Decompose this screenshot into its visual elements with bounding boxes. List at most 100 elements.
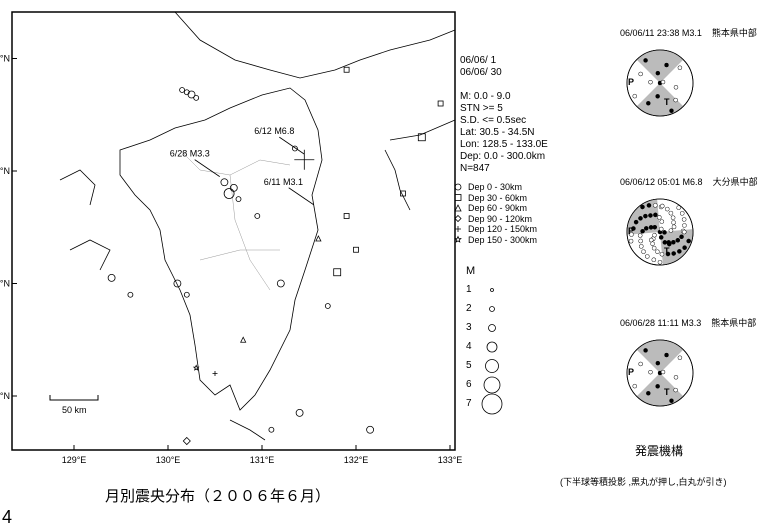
lon-tick-label: 131°E [250,455,275,465]
depth-legend-item: Dep 120 - 150km [468,224,538,234]
epicenter-symbol [437,100,444,107]
epicenter-symbol [235,196,242,203]
p-axis-label: P [628,226,634,236]
magnitude-circle [481,393,503,415]
magnitude-legend-item: 3 [466,322,472,333]
map-frame [11,11,456,451]
square-icon [454,194,462,201]
magnitude-circle [490,288,494,292]
epicenter-symbol [343,66,350,73]
star-icon [454,235,462,243]
magnitude-circle [483,376,501,394]
page-number: 4 [2,507,13,527]
kyushu-coastline [119,87,323,411]
info-line: 06/06/ 30 [460,67,502,78]
depth-legend-item: Dep 0 - 30km [468,182,523,192]
epicenter-symbol [324,303,331,309]
magnitude-legend-item: 7 [466,398,472,409]
epicenter-symbol [291,145,298,152]
magnitude-circle [489,306,495,312]
epicenter-symbol [182,436,191,446]
event-annotation: 6/11 M3.1 [264,177,303,187]
circle-icon [454,183,462,191]
shikoku-coastline [384,119,456,211]
query-info: 06/06/ 1 06/06/ 30 M: 0.0 - 9.0 STN >= 5 S.… [460,55,548,175]
epicenter-symbol [183,89,190,96]
epicenter-symbol [107,273,116,282]
event-annotation: 6/28 M3.3 [170,149,210,159]
mechanism-title: 発震機構 [635,444,684,458]
info-line: Dep: 0.0 - 300.0km [460,151,546,162]
magnitude-legend-title: M [466,265,476,277]
lat-tick-label: 34°N [0,54,10,64]
depth-legend-item: Dep 60 - 90km [468,203,528,213]
info-line: M: 0.0 - 9.0 [460,91,511,102]
mechanism-event-title: 06/06/28 11:11 M3.3 [620,318,702,328]
lat-tick-label: 33°N [0,166,10,176]
magnitude-legend-item: 2 [466,303,472,314]
epicenter-symbol [173,279,182,288]
island-coastlines [59,169,266,441]
epicenter-symbol [295,408,304,417]
epicenter-symbol [127,291,134,298]
info-line: Lon: 128.5 - 133.0E [460,139,548,150]
epicenter-symbol [240,336,247,343]
epicenter-symbol [223,188,235,199]
honshu-coastline [174,11,456,79]
magnitude-legend-item: 1 [466,284,472,295]
epicenter-symbol [343,213,350,219]
lon-tick-label: 130°E [156,455,181,465]
epicenter-symbol [333,268,342,277]
epicenter-symbol [366,425,375,434]
info-line: S.D. <= 0.5sec [460,115,527,126]
info-line: STN >= 5 [460,103,503,114]
epicenter-symbol [400,190,406,197]
plus-icon [455,226,461,232]
epicenter-symbol [353,246,359,253]
epicenter-symbol [268,426,275,433]
mechanism-region: 熊本県中部 [711,318,757,328]
t-axis-label: T [664,387,670,397]
t-axis-label: T [664,246,670,256]
depth-legend-item: Dep 90 - 120km [468,213,533,224]
scale-bar [49,395,99,401]
magnitude-legend-item: 5 [466,360,472,371]
map-caption: 月別震央分布（２００６年６月） [105,488,331,505]
info-line: N=847 [460,163,490,174]
diamond-icon [454,214,462,223]
magnitude-circle [486,341,498,353]
p-axis-label: P [628,367,634,377]
mechanism-region: 熊本県中部 [711,28,757,38]
p-axis-label: P [628,77,634,87]
depth-legend-item: Dep 150 - 300km [468,234,538,245]
epicenter-symbol [315,235,322,242]
mechanism-event-title: 06/06/11 23:38 M3.1 [620,28,702,38]
beachball [626,339,694,407]
magnitude-circle [485,359,499,373]
epicenter-symbol [254,213,261,219]
info-line: Lat: 30.5 - 34.5N [460,127,535,138]
info-line [460,79,548,91]
epicenter-symbol [187,90,196,99]
epicenter-symbol [417,133,426,142]
beachball [626,49,694,117]
mechanism-event-title: 06/06/12 05:01 M6.8 [620,177,703,187]
lon-tick-label: 129°E [62,455,87,465]
epicenter-symbol [183,291,190,298]
event-annotation: 6/12 M6.8 [254,126,294,136]
info-line: 06/06/ 1 [460,55,497,66]
lon-tick-label: 133°E [438,455,463,465]
lon-tick-label: 132°E [344,455,369,465]
magnitude-circle [488,324,496,332]
epicenter-symbol [179,87,186,93]
lat-tick-label: 32°N [0,279,10,289]
mechanism-note: (下半球等積投影 ,黒丸が押し,白丸が引き) [560,477,727,487]
mechanism-region: 大分県中部 [712,177,758,187]
epicenter-symbol [294,149,315,170]
magnitude-legend-item: 6 [466,379,472,390]
t-axis-label: T [664,97,670,107]
prefecture-boundaries [179,149,291,291]
epicenter-symbol [193,94,200,101]
magnitude-legend-item: 4 [466,341,472,352]
